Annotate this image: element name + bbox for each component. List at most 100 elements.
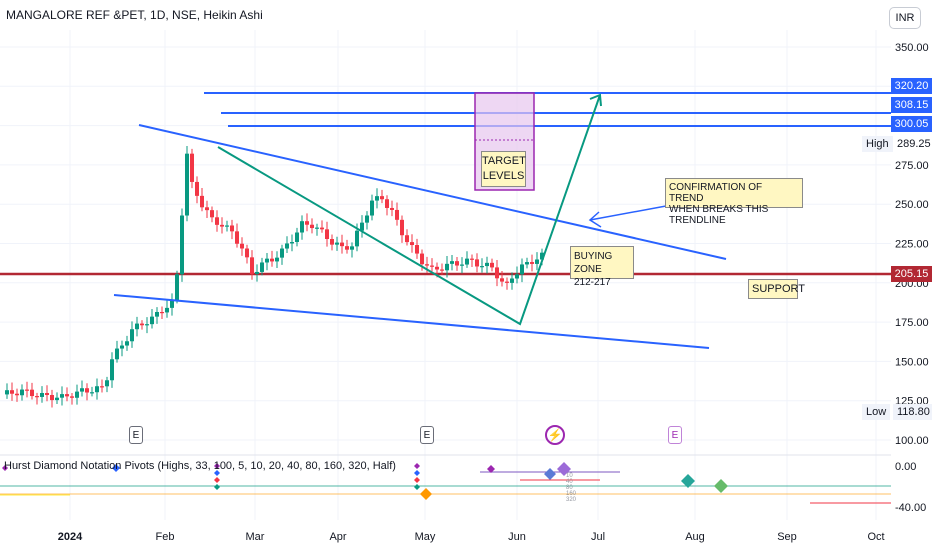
triangle-pattern [217,94,601,326]
candle-body [460,264,464,266]
candle-body [255,271,259,274]
candle-body [415,245,419,254]
triangle-arrowhead [589,93,602,107]
confirmation-arrow [589,205,667,221]
candle-body [410,242,414,246]
candle-body [500,278,504,282]
confirmation-note: CONFIRMATION OF TREND WHEN BREAKS THIS T… [665,178,803,226]
pivot-diamond [714,479,728,493]
time-axis[interactable]: 2024 Feb Mar Apr May Jun Jul Aug Sep Oct [58,531,885,543]
candle-body [5,390,9,395]
pivot-diamond [420,488,432,500]
high-value: 289.25 [893,136,932,152]
candle-body [310,224,314,229]
indicator-label: Hurst Diamond Notation Pivots (Highs, 33… [4,460,396,472]
upper-trendline [138,124,727,260]
candle-body [15,393,19,396]
candle-body [75,391,79,398]
low-value: 118.80 [893,404,932,420]
y-tick-label: 350.00 [895,42,929,54]
candle-body [445,263,449,271]
candle-body [405,235,409,243]
candle-body [385,199,389,208]
candle-body [440,269,444,271]
candle-body [120,345,124,349]
dividend-lightning-icon[interactable]: ⚡ [545,425,565,445]
candle-body [300,221,304,233]
candle-body [125,341,129,346]
candle-body [240,243,244,249]
candle-body [335,242,339,245]
candle-body [135,323,139,330]
candle-body [345,246,349,250]
currency-button[interactable]: INR [889,7,921,29]
target-levels [204,92,891,127]
pivot-diamond [414,477,420,483]
candle-body [350,246,354,250]
candle-body [515,274,519,279]
x-tick-label: Aug [685,531,705,543]
candle-body [85,388,89,393]
pivot-diamond [414,484,420,490]
candle-body [200,195,204,208]
x-tick-label: 2024 [58,531,83,543]
pivot-length-label: 320 [566,497,577,503]
pivot-diamond [214,477,220,483]
candle-body [275,257,279,262]
pivot-diamond [414,463,420,469]
candle-body [185,153,189,216]
candle-body [540,252,544,260]
price-tag-300: 300.05 [891,116,932,132]
y-tick-label: 275.00 [895,160,929,172]
y-tick-label: 225.00 [895,239,929,251]
candle-body [170,299,174,308]
earnings-event-1[interactable]: E [129,426,143,444]
pivot-diamond [214,470,220,476]
candle-body [65,394,69,397]
earnings-event-3[interactable]: E [668,426,682,444]
candle-body [520,264,524,275]
candle-body [325,229,329,240]
pivot-length-label: 80 [566,485,573,491]
target-levels-label: TARGET LEVELS [481,151,526,187]
candle-body [395,209,399,220]
candle-body [220,224,224,227]
pivot-length-label: 40 [566,479,573,485]
candle-body [95,386,99,393]
candle-body [270,258,274,262]
x-tick-label: May [415,531,436,543]
x-tick-label: Oct [867,531,884,543]
candle-body [315,227,319,229]
candle-body [320,227,324,230]
price-tag-308: 308.15 [891,97,932,113]
x-tick-label: Feb [156,531,175,543]
candle-body [50,395,54,401]
candle-body [450,261,454,264]
candle-body [195,181,199,196]
y-tick-label: 100.00 [895,435,929,447]
chart-title: MANGALORE REF &PET, 1D, NSE, Heikin Ashi [6,8,263,22]
high-label: High [862,136,893,152]
candle-body [250,257,254,274]
pivot-diamond [112,464,120,472]
candle-body [40,393,44,397]
candle-body [495,267,499,279]
candle-body [110,359,114,381]
candle-body [435,266,439,270]
candle-body [360,222,364,231]
candle-body [305,221,309,225]
x-tick-label: Apr [329,531,346,543]
x-tick-label: Sep [777,531,797,543]
candles [5,146,544,408]
pivot-diamond [214,484,220,490]
indicator-y-tick: -40.00 [895,502,926,514]
candle-body [505,281,509,283]
earnings-event-2[interactable]: E [420,426,434,444]
pivot-diamond [414,470,420,476]
buying-zone-note: BUYING ZONE 212-217 [570,246,634,288]
candle-body [340,242,344,247]
candle-body [55,397,59,401]
candle-body [375,196,379,201]
candle-body [150,316,154,325]
